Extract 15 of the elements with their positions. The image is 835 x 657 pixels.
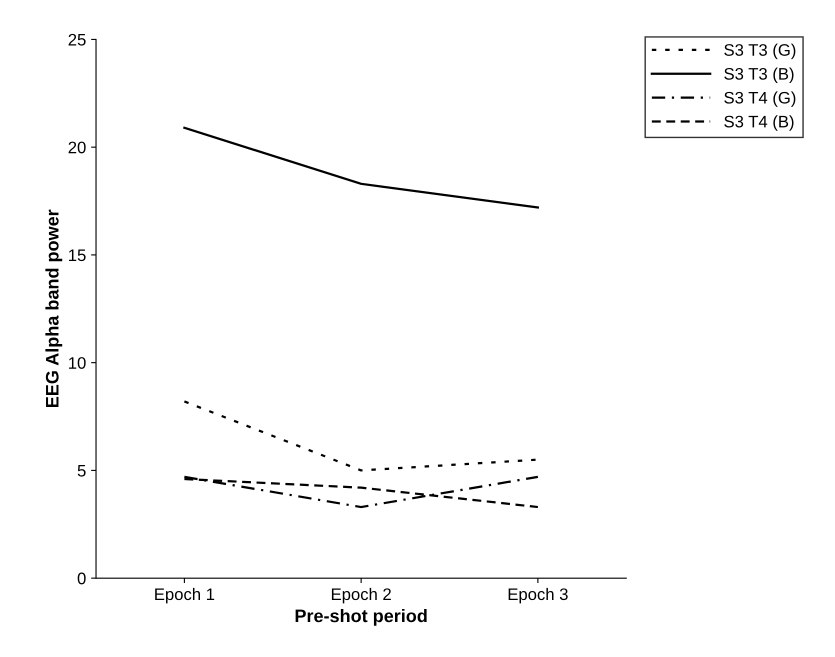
- x-tick-label: Epoch 1: [155, 588, 214, 604]
- x-tick-label: Epoch 3: [508, 588, 568, 604]
- legend-label: S3 T4 (B): [724, 115, 794, 131]
- legend-label: S3 T3 (G): [724, 44, 796, 60]
- y-tick-label: 25: [68, 34, 86, 46]
- legend-label: S3 T3 (B): [724, 68, 794, 84]
- y-tick-label: 5: [78, 464, 86, 477]
- y-axis-title: EEG Alpha band power: [45, 210, 62, 408]
- y-tick-label: 20: [68, 142, 86, 154]
- y-tick-label: 10: [69, 357, 86, 369]
- y-tick-label: 15: [69, 249, 86, 262]
- x-axis-title: Pre-shot period: [296, 608, 427, 626]
- y-tick-label: 0: [78, 572, 86, 584]
- legend-label: S3 T4 (G): [724, 91, 796, 107]
- x-tick-label: Epoch 2: [332, 588, 391, 604]
